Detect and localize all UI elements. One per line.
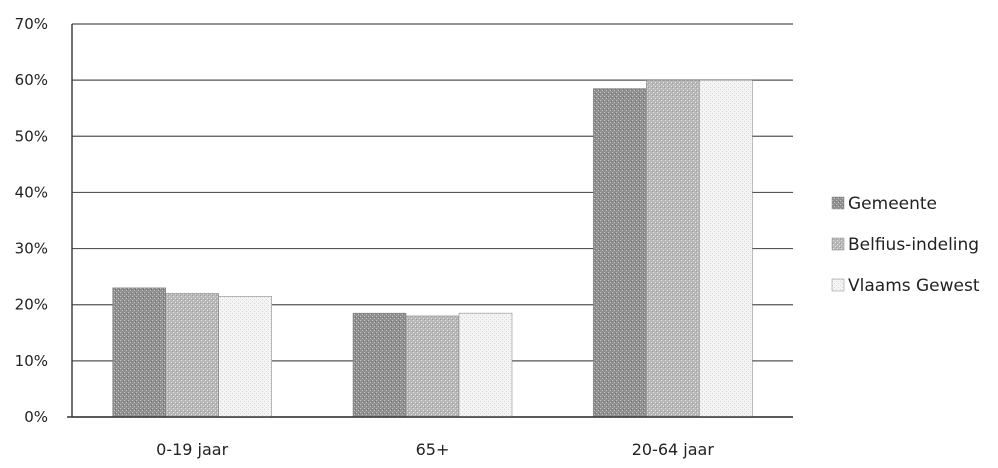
bars (112, 79, 753, 418)
bar (352, 312, 407, 418)
x-category-label: 20-64 jaar (632, 440, 715, 459)
y-tick-label: 30% (15, 240, 48, 258)
y-tick-label: 70% (15, 15, 48, 33)
legend-label: Belfius-indeling (848, 235, 979, 255)
legend: Gemeente Belfius-indeling Vlaams Gewest (831, 194, 980, 296)
y-tick-label: 40% (15, 183, 48, 201)
y-tick-label: 20% (15, 296, 48, 314)
bar (165, 293, 219, 418)
bar (458, 312, 513, 418)
bar (405, 315, 460, 418)
bar (112, 287, 166, 418)
y-axis-ticks: 0% 10% 20% 30% 40% 50% 60% 70% (15, 15, 48, 426)
x-category-label: 0-19 jaar (156, 440, 228, 459)
legend-label: Vlaams Gewest (848, 276, 980, 296)
y-tick-label: 10% (15, 352, 48, 370)
x-axis-categories: 0-19 jaar 65+ 20-64 jaar (156, 440, 714, 459)
y-tick-label: 50% (15, 127, 48, 145)
legend-swatch (831, 237, 845, 251)
bar (218, 296, 272, 418)
legend-swatch (831, 278, 845, 292)
legend-swatch (831, 196, 845, 210)
bar (593, 88, 647, 418)
legend-label: Gemeente (848, 194, 937, 214)
axes (67, 24, 793, 418)
y-tick-label: 60% (15, 71, 48, 89)
x-category-label: 65+ (416, 440, 450, 459)
y-tick-label: 0% (24, 408, 48, 426)
bar (699, 79, 753, 418)
bar (646, 79, 700, 418)
